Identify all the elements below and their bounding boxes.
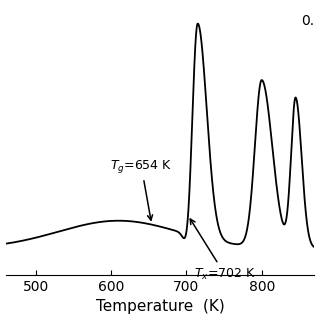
X-axis label: Temperature  (K): Temperature (K)	[96, 300, 224, 315]
Text: $T_x$=702 K: $T_x$=702 K	[190, 219, 256, 282]
Text: $T_g$=654 K: $T_g$=654 K	[110, 158, 172, 220]
Text: 0.: 0.	[301, 14, 315, 28]
